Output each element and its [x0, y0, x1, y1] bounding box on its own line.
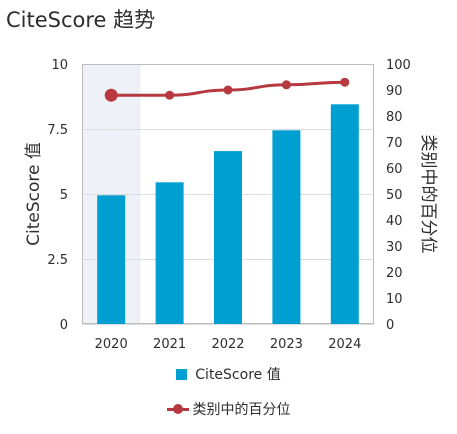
x-tick-label: 2024 [328, 337, 361, 352]
y-tick-label: 2.5 [47, 253, 68, 268]
left-axis-ticks: 0 2.5 5 7.5 10 [47, 58, 68, 333]
y2-tick-label: 0 [386, 318, 394, 333]
legend-line-swatch [166, 403, 189, 415]
legend-percentile[interactable]: 类别中的百分位 [0, 398, 457, 420]
y-tick-label: 0 [60, 318, 68, 333]
legend-citescore-label: CiteScore 值 [195, 367, 281, 383]
line-point [340, 77, 350, 87]
x-tick-label: 2023 [270, 337, 303, 352]
y2-tick-label: 60 [386, 162, 403, 177]
line-point [165, 90, 175, 100]
y2-tick-label: 20 [386, 266, 403, 281]
y2-tick-label: 90 [386, 84, 403, 99]
bar [272, 130, 301, 324]
line-point [223, 85, 233, 95]
y-tick-label: 7.5 [47, 123, 68, 138]
y2-tick-label: 100 [386, 58, 411, 73]
chart-title: CiteScore 趋势 [6, 8, 156, 32]
bar [330, 104, 359, 324]
x-axis-ticks: 2020 2021 2022 2023 2024 [95, 337, 362, 352]
legend-bar-swatch [176, 368, 188, 380]
bar [214, 151, 242, 324]
right-axis-ticks: 0 10 20 30 40 50 60 70 80 90 100 [386, 58, 411, 333]
right-axis-title: 类别中的百分位 [418, 135, 438, 254]
y2-tick-label: 10 [386, 292, 403, 307]
y2-tick-label: 70 [386, 136, 403, 151]
bars [97, 104, 359, 324]
y-tick-label: 10 [51, 58, 68, 73]
line-point [281, 80, 291, 90]
line-point [104, 88, 118, 102]
left-axis-title: CiteScore 值 [24, 142, 44, 246]
bar [97, 195, 126, 324]
x-tick-label: 2022 [211, 337, 244, 352]
percentile-line [104, 77, 350, 102]
x-tick-label: 2020 [95, 337, 128, 352]
x-tick-label: 2021 [153, 337, 186, 352]
y2-tick-label: 40 [386, 214, 403, 229]
y-tick-label: 5 [60, 188, 68, 203]
y2-tick-label: 30 [386, 240, 403, 255]
legend-citescore[interactable]: CiteScore 值 [0, 364, 457, 384]
y2-tick-label: 50 [386, 188, 403, 203]
legend-percentile-label: 类别中的百分位 [192, 402, 291, 418]
bar [155, 182, 184, 324]
y2-tick-label: 80 [386, 110, 403, 125]
